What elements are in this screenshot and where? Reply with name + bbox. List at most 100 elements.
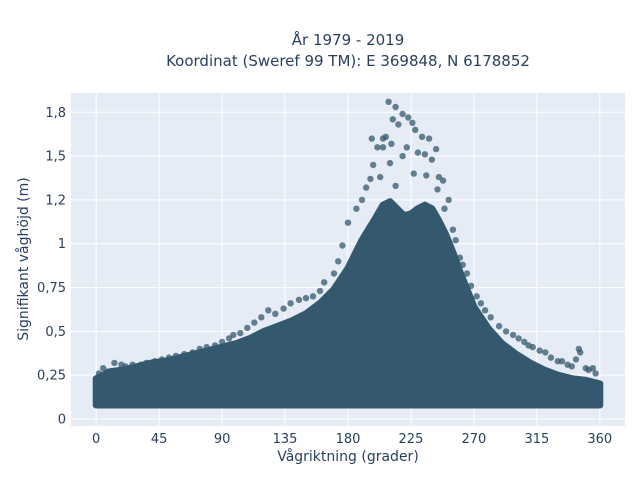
scatter-point: [542, 349, 549, 356]
scatter-point: [487, 314, 494, 321]
scatter-point: [414, 149, 422, 156]
scatter-point: [589, 365, 596, 372]
x-tick-label: 135: [273, 432, 298, 447]
scatter-point: [374, 144, 381, 151]
scatter-point: [459, 261, 466, 268]
scatter-point: [272, 310, 279, 317]
scatter-point: [368, 135, 375, 142]
scatter-point: [463, 270, 471, 277]
tick-labels: 0 45 90 135 180 225 270 315 360 0 0,25 0,5 0,75 1 1,2 1…: [37, 106, 612, 447]
scatter-point: [358, 196, 366, 204]
scatter-point: [230, 331, 237, 339]
scatter-point: [377, 173, 384, 181]
scatter-point: [495, 322, 503, 330]
scatter-point: [382, 133, 389, 140]
y-tick-label: 0,5: [45, 325, 66, 340]
scatter-point: [386, 159, 394, 167]
scatter-point: [515, 335, 522, 342]
scatter-point: [456, 254, 464, 261]
scatter-point: [237, 329, 244, 337]
y-tick-label: 1,8: [45, 106, 66, 121]
scatter-point: [473, 293, 480, 300]
scatter-point: [481, 307, 489, 314]
scatter-point: [111, 359, 118, 367]
scatter-point: [392, 103, 399, 111]
scatter-point: [225, 335, 233, 342]
scatter-point: [330, 270, 338, 277]
x-tick-label: 45: [151, 432, 168, 447]
scatter-point: [302, 294, 310, 302]
scatter-point: [403, 144, 410, 151]
scatter-point: [529, 343, 536, 351]
scatter-point: [435, 173, 443, 181]
scatter-point: [445, 196, 452, 204]
scatter-point: [425, 135, 433, 142]
scatter-point: [353, 205, 360, 212]
x-tick-label: 180: [336, 432, 361, 447]
scatter-point: [295, 296, 303, 303]
scatter-point: [467, 282, 475, 289]
x-tick-label: 225: [399, 432, 424, 447]
data-points: [92, 98, 604, 409]
scatter-point: [568, 363, 575, 370]
scatter-point: [412, 126, 419, 133]
scatter-point: [211, 342, 219, 349]
x-tick-label: 270: [461, 432, 486, 447]
scatter-point: [95, 370, 103, 377]
scatter-point-cloud: [92, 198, 604, 409]
scatter-point: [344, 219, 352, 226]
scatter-point: [428, 156, 436, 163]
scatter-point: [441, 205, 448, 212]
scatter-point: [244, 324, 251, 332]
scatter-point: [536, 347, 543, 354]
scatter-point: [410, 170, 417, 177]
y-tick-label: 1,5: [45, 150, 66, 165]
scatter-point: [203, 343, 210, 351]
scatter-point: [316, 287, 324, 295]
scatter-point: [137, 361, 145, 368]
scatter-point: [309, 293, 317, 300]
scatter-point: [558, 358, 566, 365]
scatter-point: [129, 361, 136, 368]
x-tick-label: 315: [524, 432, 549, 447]
scatter-point: [367, 175, 374, 183]
scatter-point: [335, 258, 342, 265]
scatter-point: [452, 237, 459, 244]
y-tick-label: 1: [58, 237, 66, 252]
scatter-point: [502, 328, 510, 335]
scatter-point: [251, 319, 258, 326]
scatter-point: [181, 350, 188, 358]
scatter-point: [421, 151, 429, 158]
scatter-point: [151, 358, 159, 365]
scatter-point: [196, 345, 203, 353]
y-tick-label: 0: [58, 412, 66, 427]
chart-title-line2: Koordinat (Sweref 99 TM): E 369848, N 61…: [166, 52, 530, 70]
scatter-point: [100, 365, 107, 372]
scatter-point: [392, 182, 399, 190]
scatter-point: [218, 338, 226, 346]
scatter-point: [287, 300, 294, 307]
scatter-point: [439, 177, 447, 184]
y-tick-label: 0,75: [37, 281, 66, 296]
scatter-point: [449, 226, 457, 233]
scatter-point: [521, 338, 528, 346]
scatter-point: [434, 186, 441, 193]
scatter-point: [280, 305, 287, 312]
scatter-point: [321, 279, 328, 286]
scatter-point: [158, 356, 166, 363]
x-tick-label: 0: [92, 432, 100, 447]
scatter-point: [143, 359, 150, 367]
scatter-point: [547, 354, 555, 361]
scatter-point: [577, 349, 584, 356]
x-tick-label: 90: [214, 432, 231, 447]
scatter-point: [104, 368, 111, 375]
scatter-point: [172, 352, 180, 360]
scatter-point: [339, 242, 346, 249]
scatter-point: [477, 300, 485, 307]
y-axis-title: Signifikant våghöjd (m): [15, 177, 32, 340]
scatter-point: [370, 161, 377, 169]
scatter-point: [265, 307, 272, 314]
scatter-point: [389, 116, 396, 123]
chart-title-line1: År 1979 - 2019: [292, 30, 405, 49]
